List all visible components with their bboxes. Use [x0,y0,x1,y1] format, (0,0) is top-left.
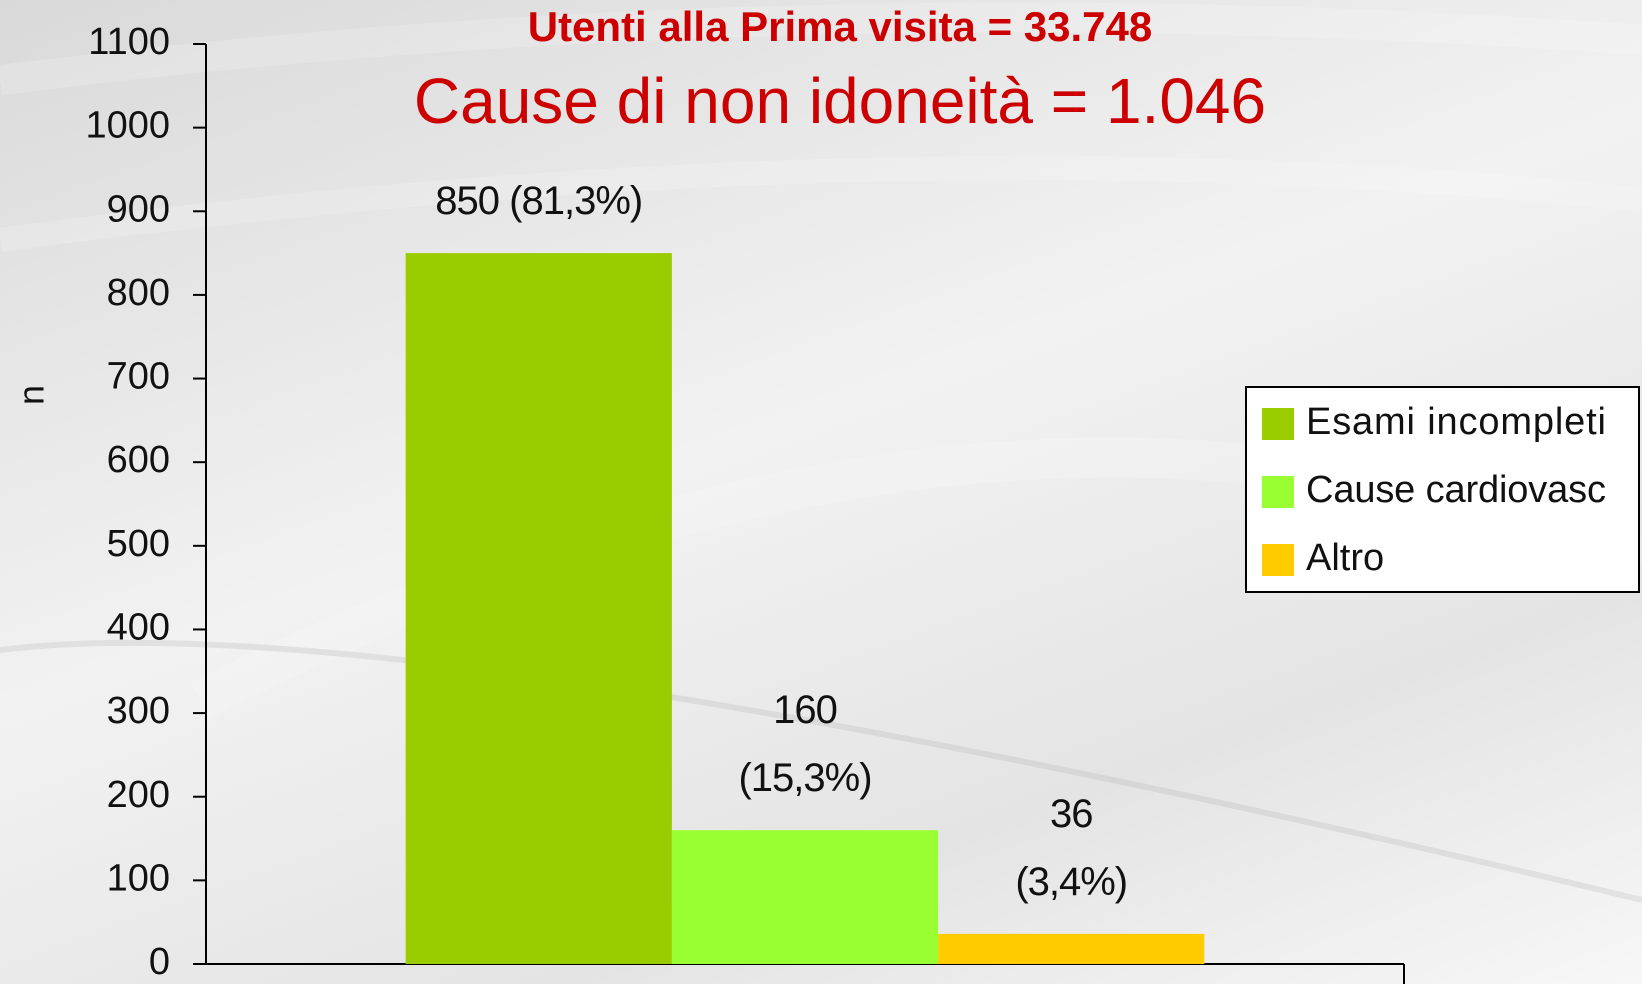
value-label: 160 (15,3%) [738,688,872,801]
legend-swatch [1262,476,1294,508]
y-tick-label: 200 [107,774,170,816]
y-tick-label: 100 [107,857,170,899]
y-axis-label: n [11,385,52,405]
y-tick-label: 1100 [88,21,170,63]
y-tick-label: 500 [107,523,170,565]
y-tick-label: 800 [107,272,170,314]
chart-subtitle: Utenti alla Prima visita = 33.748 [528,3,1153,50]
y-tick-label: 900 [107,188,170,230]
y-tick-label: 700 [107,356,170,398]
y-tick-label: 600 [107,439,170,481]
value-label: 850 (81,3%) [435,179,643,224]
y-tick-label: 300 [107,690,170,732]
value-label: 36 (3,4%) [1015,791,1128,904]
y-tick-label: 400 [107,606,170,648]
legend-label: Cause cardiovasc [1306,469,1606,511]
chart-title: Cause di non idoneità = 1.046 [414,65,1266,137]
bar [671,830,939,964]
bar [405,253,672,964]
bar [938,933,1205,964]
y-tick-label: 1000 [85,105,170,147]
legend-label: Altro [1306,537,1384,579]
legend-label: Esami incompleti [1306,401,1606,443]
legend-box [1245,386,1640,593]
y-tick-label: 0 [149,941,170,983]
legend-swatch [1262,408,1294,440]
legend-swatch [1262,544,1294,576]
